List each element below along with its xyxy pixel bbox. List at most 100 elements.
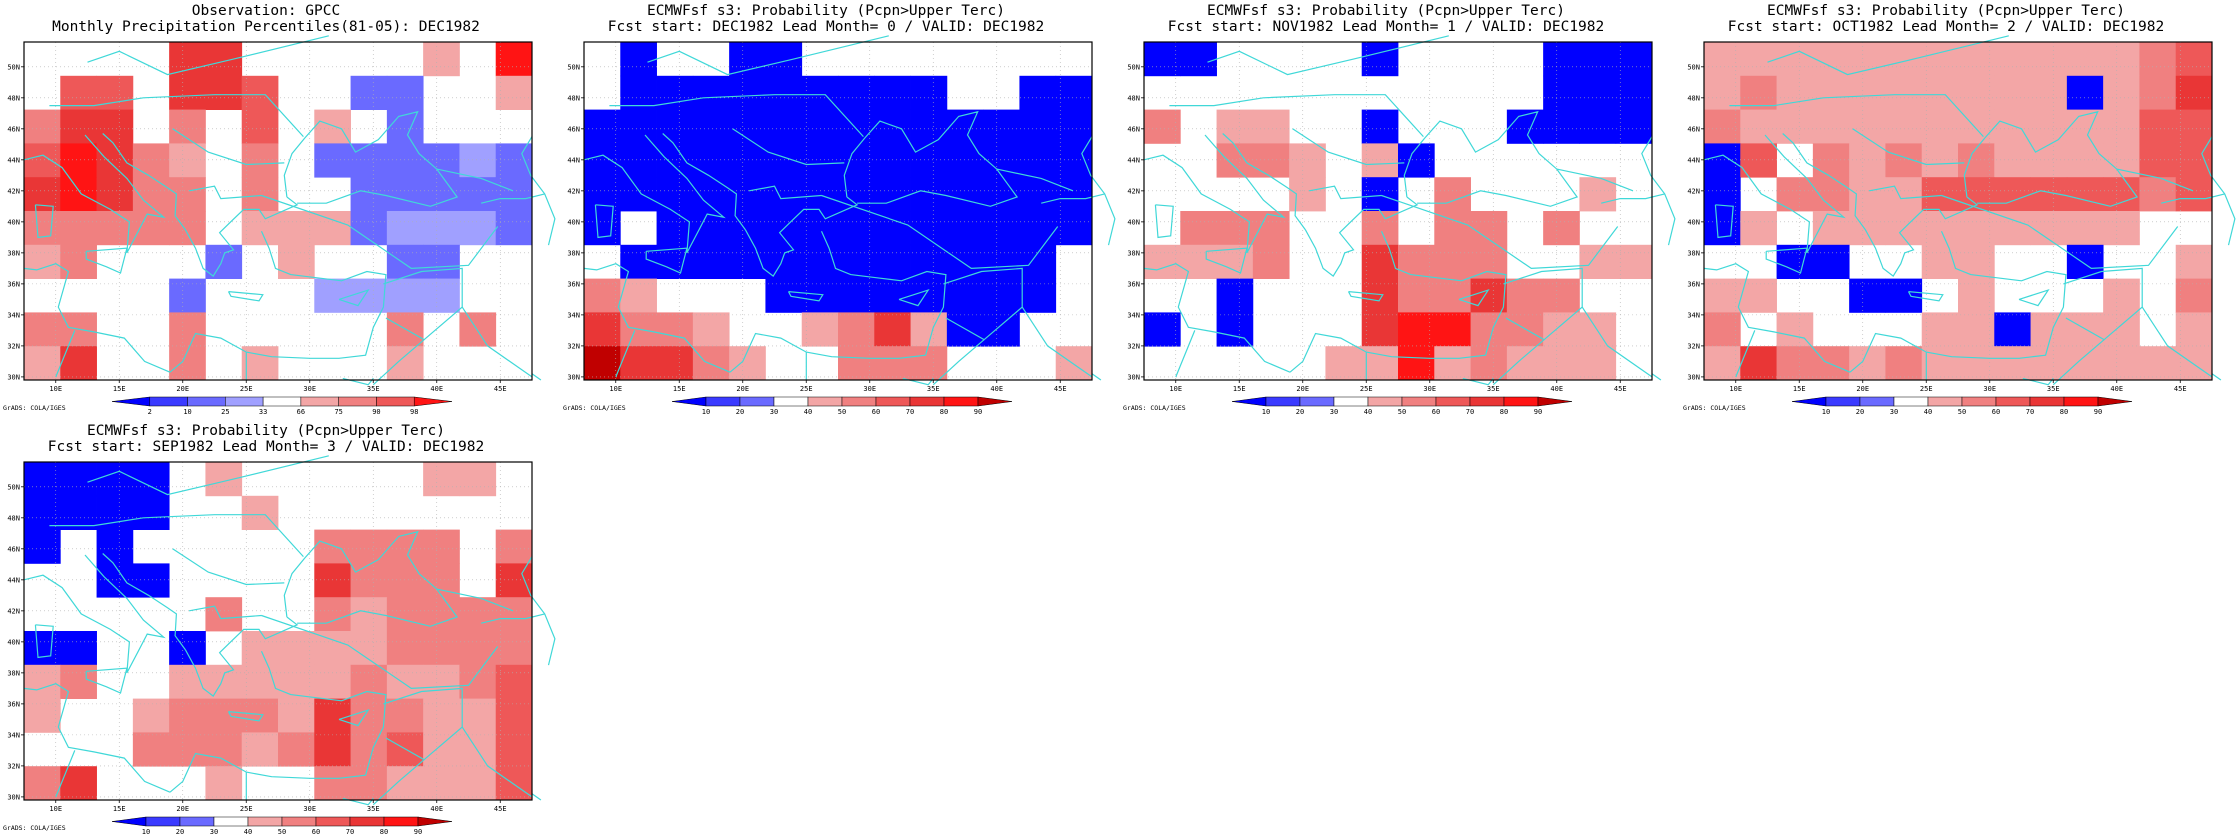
colorbar-segment <box>1893 396 1929 407</box>
grid-cell <box>423 732 460 767</box>
grid-cell <box>495 698 533 733</box>
grid-cell <box>910 75 948 110</box>
grid-cell <box>386 597 424 632</box>
longitude-label: 30E <box>1983 385 1996 393</box>
grid-cell <box>96 143 134 178</box>
coastline <box>932 339 985 386</box>
coastline <box>647 35 889 76</box>
grid-cell <box>2103 278 2140 313</box>
grid-cell <box>1361 211 1399 246</box>
latitude-label: 36N <box>1127 280 1140 288</box>
map-panel-observation: Observation: GPCC Monthly Precipitation … <box>0 0 560 420</box>
grid-cell <box>1325 346 1363 381</box>
colorbar-label: 75 <box>334 408 342 416</box>
grid-cell <box>459 597 497 632</box>
grid-cell <box>1180 211 1217 246</box>
colorbar-segment <box>1469 396 1505 407</box>
longitude-label: 25E <box>240 385 253 393</box>
grid-cell <box>1615 109 1653 144</box>
latitude-label: 48N <box>1687 94 1700 102</box>
grid-cell <box>910 143 948 178</box>
longitude-labels: 10E 15E 20E 25E 30E 35E 40E 45E <box>609 380 1067 393</box>
coastline <box>1143 134 1286 254</box>
longitude-label: 30E <box>863 385 876 393</box>
grid-cell <box>1704 143 1741 178</box>
latitude-label: 48N <box>1127 94 1140 102</box>
grid-cell <box>495 563 533 598</box>
grid-cell <box>656 211 694 246</box>
grid-cell <box>1704 278 1741 313</box>
map-frame <box>23 41 533 381</box>
grid-cell <box>1019 143 1057 178</box>
grid-cell <box>1994 42 2031 77</box>
coastline <box>2063 267 2143 341</box>
grid-cell <box>584 312 621 347</box>
latitude-label: 46N <box>7 125 20 133</box>
grid-cell <box>584 109 621 144</box>
grid-cell <box>1019 211 1057 246</box>
colorbar-segment <box>841 396 877 407</box>
grid-cell <box>2066 177 2104 212</box>
colorbar-label: 60 <box>1992 408 2000 416</box>
grid-cell <box>1958 312 1995 347</box>
grid-cell <box>24 177 61 212</box>
colorbar-label: 90 <box>372 408 380 416</box>
coastline <box>1347 291 1384 302</box>
grid-cell <box>1434 312 1471 347</box>
grid-cell <box>1921 75 1959 110</box>
grid-cell <box>1776 346 1814 381</box>
grid-cell <box>874 109 911 144</box>
grid-cell <box>1252 143 1290 178</box>
longitude-label: 45E <box>1054 385 1067 393</box>
latitude-label: 34N <box>1687 311 1700 319</box>
grid-cell <box>1579 42 1617 77</box>
coastline <box>481 193 545 204</box>
grid-cell <box>1849 75 1886 110</box>
panel-title-line2: Fcst start: SEP1982 Lead Month= 3 / VALI… <box>48 439 485 455</box>
grid-cell <box>584 278 621 313</box>
coastline <box>2141 306 2213 378</box>
grid-cell <box>459 664 497 699</box>
latitude-label: 46N <box>1687 125 1700 133</box>
colorbar-label: 70 <box>1466 408 1474 416</box>
coastline <box>169 230 387 373</box>
grid-cell <box>1180 244 1217 279</box>
longitude-label: 20E <box>1856 385 1869 393</box>
grid-cell <box>1543 211 1580 246</box>
grid-cell <box>1615 42 1653 77</box>
coastline <box>2116 168 2194 192</box>
map-panel-lead3: ECMWFsf s3: Probability (Pcpn>Upper Terc… <box>0 420 560 840</box>
colorbar-label: 50 <box>1958 408 1966 416</box>
latitude-label: 48N <box>567 94 580 102</box>
longitude-label: 15E <box>673 385 686 393</box>
coastline <box>843 110 1019 207</box>
lat-lon-gridlines <box>584 42 1092 380</box>
coastline <box>594 204 614 239</box>
grid-cell <box>169 42 206 77</box>
latitude-label: 44N <box>1687 156 1700 164</box>
latitude-label: 34N <box>7 731 20 739</box>
longitude-labels: 10E 15E 20E 25E 30E 35E 40E 45E <box>49 800 507 813</box>
grid-cell <box>801 211 839 246</box>
colorbar-label: 30 <box>1890 408 1898 416</box>
colorbar-label: 98 <box>410 408 418 416</box>
grid-cell <box>1252 244 1290 279</box>
colorbar-label: 80 <box>940 408 948 416</box>
grid-cell <box>765 75 803 110</box>
grid-cell <box>1921 177 1959 212</box>
coastline <box>531 373 542 381</box>
grid-cell <box>495 42 533 77</box>
coastline <box>1729 94 1984 138</box>
grid-cell <box>983 109 1020 144</box>
latitude-label: 38N <box>567 249 580 257</box>
grid-cell <box>386 664 424 699</box>
grid-cell <box>584 143 621 178</box>
grid-cell <box>386 698 424 733</box>
grid-cell <box>2030 42 2068 77</box>
grid-cell <box>60 631 97 666</box>
colorbar-labels: 10 20 30 40 50 60 70 80 90 <box>1262 408 1542 416</box>
coastline <box>2211 373 2222 381</box>
grid-cell <box>692 346 730 381</box>
grid-cell <box>1470 346 1508 381</box>
grid-cell <box>1740 143 1777 178</box>
